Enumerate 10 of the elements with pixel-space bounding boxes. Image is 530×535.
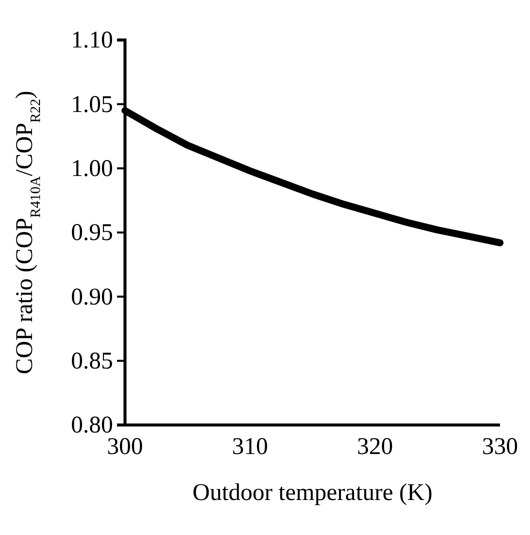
- x-tick-label: 310: [232, 434, 268, 460]
- x-tick-label: 320: [357, 434, 393, 460]
- y-tick-label: 1.05: [71, 92, 113, 118]
- y-tick-label: 0.90: [71, 284, 113, 310]
- y-tick-label: 1.00: [71, 156, 113, 182]
- x-tick-label: 330: [482, 434, 518, 460]
- x-axis-title: Outdoor temperature (K): [192, 480, 432, 506]
- y-tick-label: 1.10: [71, 28, 113, 54]
- y-tick-label: 0.95: [71, 220, 113, 246]
- y-tick-label: 0.85: [71, 348, 113, 375]
